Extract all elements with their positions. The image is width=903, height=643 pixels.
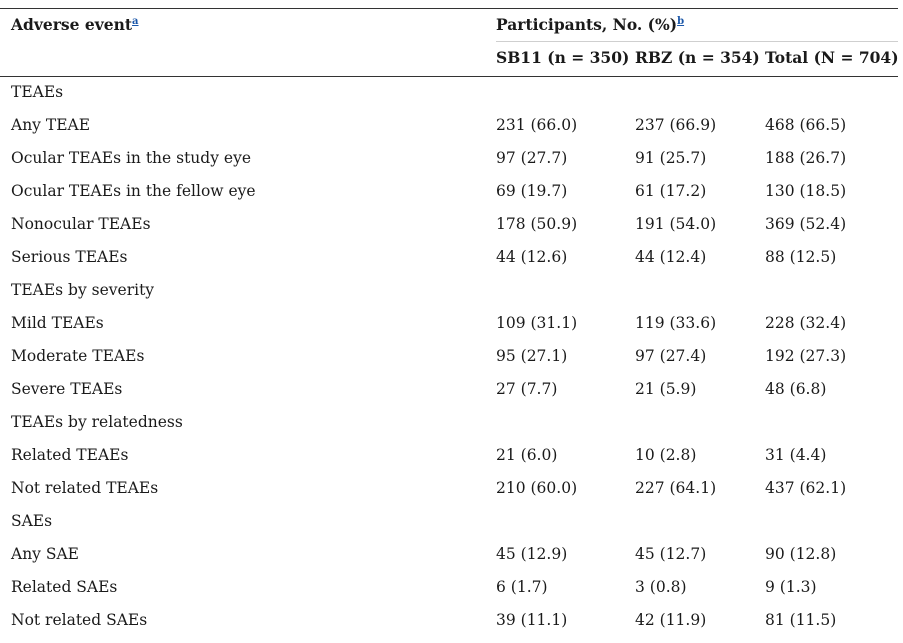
table-row: Ocular TEAEs in the study eye 97 (27.7) 91… xyxy=(0,148,898,181)
sb11-value: 21 (6.0) xyxy=(496,446,558,464)
header-adverse-event: Adverse eventa xyxy=(11,15,139,35)
rbz-value: 3 (0.8) xyxy=(635,578,687,596)
total-value: 468 (66.5) xyxy=(765,116,847,134)
row-label: Not related SAEs xyxy=(11,611,148,629)
row-label: Severe TEAEs xyxy=(11,380,123,398)
table-row: Any SAE 45 (12.9) 45 (12.7) 90 (12.8) xyxy=(0,544,898,577)
rbz-value: 42 (11.9) xyxy=(635,611,707,629)
table-row: Not related SAEs 39 (11.1) 42 (11.9) 81 (11… xyxy=(0,610,898,643)
row-label: Moderate TEAEs xyxy=(11,347,145,365)
table-row: Mild TEAEs 109 (31.1) 119 (33.6) 228 (32.4) xyxy=(0,313,898,346)
rbz-value: 61 (17.2) xyxy=(635,182,707,200)
table-row: Not related TEAEs 210 (60.0) 227 (64.1) 437… xyxy=(0,478,898,511)
row-label: SAEs xyxy=(11,512,53,530)
sb11-value: 39 (11.1) xyxy=(496,611,568,629)
sb11-value: 6 (1.7) xyxy=(496,578,548,596)
table-row: Any TEAE 231 (66.0) 237 (66.9) 468 (66.5) xyxy=(0,115,898,148)
rbz-value: 191 (54.0) xyxy=(635,215,717,233)
total-value: 228 (32.4) xyxy=(765,314,847,332)
table-row: Ocular TEAEs in the fellow eye 69 (19.7) 6… xyxy=(0,181,898,214)
total-value: 9 (1.3) xyxy=(765,578,817,596)
table-row: SAEs xyxy=(0,511,898,544)
row-label: Related SAEs xyxy=(11,578,118,596)
header-participants-group: Participants, No. (%)b xyxy=(496,15,684,35)
table-row: Moderate TEAEs 95 (27.1) 97 (27.4) 192 (27.… xyxy=(0,346,898,379)
row-label: TEAEs xyxy=(11,83,64,101)
header-group-label: Participants, No. (%) xyxy=(496,15,678,34)
rbz-value: 237 (66.9) xyxy=(635,116,717,134)
total-value: 48 (6.8) xyxy=(765,380,827,398)
rbz-value: 97 (27.4) xyxy=(635,347,707,365)
header-bottom-rule xyxy=(0,76,898,77)
row-label: Any SAE xyxy=(11,545,79,563)
sb11-value: 210 (60.0) xyxy=(496,479,578,497)
table-row: Severe TEAEs 27 (7.7) 21 (5.9) 48 (6.8) xyxy=(0,379,898,412)
sb11-value: 95 (27.1) xyxy=(496,347,568,365)
rbz-value: 91 (25.7) xyxy=(635,149,707,167)
sb11-value: 231 (66.0) xyxy=(496,116,578,134)
total-value: 81 (11.5) xyxy=(765,611,837,629)
total-value: 437 (62.1) xyxy=(765,479,847,497)
sb11-value: 178 (50.9) xyxy=(496,215,578,233)
total-value: 130 (18.5) xyxy=(765,182,847,200)
rbz-value: 21 (5.9) xyxy=(635,380,697,398)
total-value: 369 (52.4) xyxy=(765,215,847,233)
table-row: TEAEs by relatedness xyxy=(0,412,898,445)
sb11-value: 45 (12.9) xyxy=(496,545,568,563)
sb11-value: 69 (19.7) xyxy=(496,182,568,200)
row-label: Ocular TEAEs in the study eye xyxy=(11,149,252,167)
table-row: Related SAEs 6 (1.7) 3 (0.8) 9 (1.3) xyxy=(0,577,898,610)
row-label: Related TEAEs xyxy=(11,446,129,464)
total-value: 88 (12.5) xyxy=(765,248,837,266)
total-value: 188 (26.7) xyxy=(765,149,847,167)
rbz-value: 44 (12.4) xyxy=(635,248,707,266)
table-top-rule xyxy=(0,8,898,9)
row-label: TEAEs by relatedness xyxy=(11,413,183,431)
sb11-value: 44 (12.6) xyxy=(496,248,568,266)
total-value: 31 (4.4) xyxy=(765,446,827,464)
header-rbz: RBZ (n = 354) xyxy=(635,48,760,67)
footnote-a-link[interactable]: a xyxy=(132,15,139,27)
row-label: Mild TEAEs xyxy=(11,314,104,332)
rbz-value: 119 (33.6) xyxy=(635,314,717,332)
sb11-value: 97 (27.7) xyxy=(496,149,568,167)
total-value: 90 (12.8) xyxy=(765,545,837,563)
row-label: Any TEAE xyxy=(11,116,91,134)
sb11-value: 109 (31.1) xyxy=(496,314,578,332)
sb11-value: 27 (7.7) xyxy=(496,380,558,398)
header-total: Total (N = 704) xyxy=(765,48,899,67)
table-row: TEAEs xyxy=(0,82,898,115)
row-label: Nonocular TEAEs xyxy=(11,215,151,233)
rbz-value: 45 (12.7) xyxy=(635,545,707,563)
table-row: Related TEAEs 21 (6.0) 10 (2.8) 31 (4.4) xyxy=(0,445,898,478)
footnote-b-link[interactable]: b xyxy=(677,15,685,27)
rbz-value: 10 (2.8) xyxy=(635,446,697,464)
group-span-rule xyxy=(496,41,898,42)
table-row: Serious TEAEs 44 (12.6) 44 (12.4) 88 (12.5) xyxy=(0,247,898,280)
total-value: 192 (27.3) xyxy=(765,347,847,365)
row-label: Serious TEAEs xyxy=(11,248,128,266)
header-sb11: SB11 (n = 350) xyxy=(496,48,630,67)
table-row: TEAEs by severity xyxy=(0,280,898,313)
row-label: Not related TEAEs xyxy=(11,479,159,497)
header-adverse-event-label: Adverse event xyxy=(11,15,133,34)
row-label: TEAEs by severity xyxy=(11,281,155,299)
table-row: Nonocular TEAEs 178 (50.9) 191 (54.0) 369 (… xyxy=(0,214,898,247)
rbz-value: 227 (64.1) xyxy=(635,479,717,497)
row-label: Ocular TEAEs in the fellow eye xyxy=(11,182,256,200)
